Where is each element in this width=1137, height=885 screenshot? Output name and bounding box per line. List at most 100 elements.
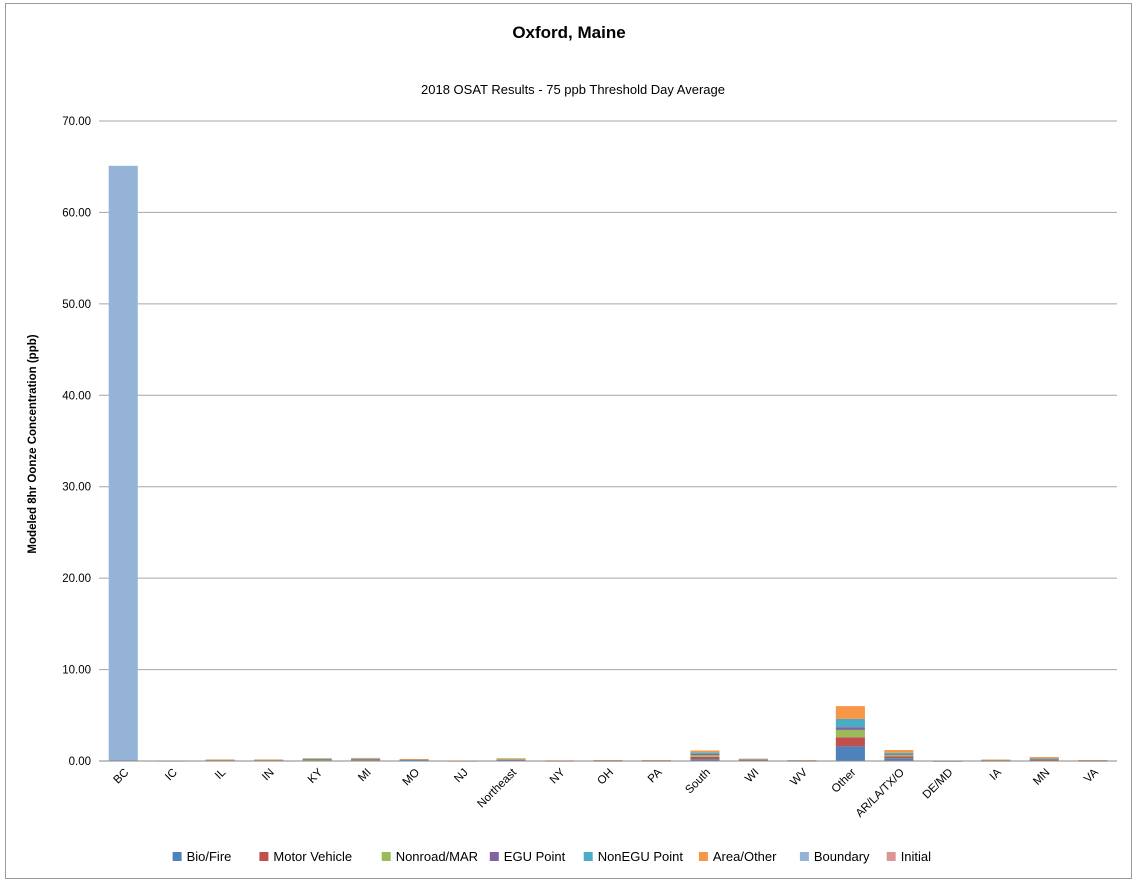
bar-segment [738,759,768,760]
x-tick-label: Other [830,767,859,796]
x-tick-label: IC [163,767,180,784]
bar-segment [108,165,138,762]
bar-segment [1029,758,1059,760]
bar-segment [835,718,865,728]
y-tick-label: 10.00 [62,665,91,677]
x-tick-label: OH [595,767,616,788]
bar-segment [351,757,381,759]
legend: Bio/Fire Motor Vehicle Nonroad/MAR EGU Poin… [172,849,931,864]
x-axis-ticks: BC IC IL IN KY MI MO NJ Northeast NY OH PA South WI WV… [112,766,1102,820]
x-tick-label: IA [988,766,1004,782]
chart-subtitle: 2018 OSAT Results - 75 ppb Threshold Day… [421,82,725,97]
legend-label: Initial [901,849,931,864]
bar-segment [884,754,914,756]
bar-segment [399,759,429,761]
bar-segment [690,759,720,761]
y-tick-label: 30.00 [62,482,91,494]
bar-segment [884,758,914,761]
bars [108,165,1108,762]
legend-label: Motor Vehicle [273,849,352,864]
bar-segment [835,746,865,761]
bar-segment [835,727,865,730]
bar-segment [351,758,381,760]
x-tick-label: MO [401,767,423,789]
bar-segment [835,737,865,747]
bar-segment [593,759,623,761]
bar-segment [884,752,914,755]
legend-label: Bio/Fire [187,849,232,864]
x-tick-label: WI [743,767,761,785]
bar-segment [351,759,381,761]
bar-segment [690,752,720,754]
y-tick-label: 60.00 [62,207,91,219]
bar-segment [1029,757,1059,759]
bar-segment [835,706,865,719]
bar-segment [835,729,865,738]
x-tick-label: MN [1031,767,1052,788]
legend-swatch [489,852,499,861]
bar-segment [496,759,526,761]
x-tick-label: MI [356,767,374,785]
y-axis-ticks: 0.00 10.00 20.00 30.00 40.00 50.00 60.00 70.00 [62,116,91,768]
bar-segment [884,755,914,757]
bar-segment [1078,759,1108,761]
x-tick-label: KY [306,766,326,786]
bar-segment [254,759,284,761]
legend-label: Area/Other [713,849,777,864]
y-tick-label: 50.00 [62,299,91,311]
bar-segment [1029,759,1059,761]
bar-segment [981,759,1011,761]
bar-segment [351,759,381,761]
x-tick-label: Northeast [475,766,519,810]
bar-segment [302,759,332,761]
bar-segment [302,758,332,760]
y-axis-label: Modeled 8hr Oonze Concentration (ppb) [27,334,39,553]
legend-swatch [583,852,593,861]
x-tick-label: WV [788,766,810,788]
y-tick-label: 0.00 [69,756,91,768]
bar-segment [254,759,284,761]
x-tick-label: VA [1082,766,1101,785]
x-tick-label: IL [213,766,229,782]
bar-segment [1029,758,1059,760]
x-tick-label: IN [260,767,277,784]
legend-swatch [886,852,896,861]
bar-segment [981,759,1011,761]
bar-segment [690,750,720,753]
legend-swatch [259,852,269,861]
bar-segment [205,759,235,761]
bar-segment [690,756,720,760]
gridlines [99,120,1117,671]
x-tick-label: PA [646,766,665,785]
bar-segment [496,758,526,760]
legend-label: Nonroad/MAR [396,849,478,864]
chart-title: Oxford, Maine [512,23,625,42]
legend-swatch [381,852,391,861]
y-tick-label: 20.00 [62,573,91,585]
bar-segment [205,759,235,761]
bar-segment [399,758,429,760]
chart-frame: Oxford, Maine 2018 OSAT Results - 75 ppb… [5,3,1132,879]
x-tick-label: DE/MD [921,767,956,802]
bar-segment [690,755,720,757]
chart-svg: Oxford, Maine 2018 OSAT Results - 75 ppb… [27,23,1117,864]
bar-segment [884,750,914,753]
legend-label: Boundary [814,849,870,864]
x-tick-label: NJ [452,767,470,785]
legend-label: NonEGU Point [598,849,684,864]
legend-swatch [698,852,708,861]
legend-swatch [799,852,809,861]
y-tick-label: 70.00 [62,116,91,128]
x-tick-label: AR/LA/TX/O [854,767,907,820]
bar-segment [884,756,914,759]
bar-segment [302,758,332,759]
x-tick-label: BC [112,767,132,787]
bar-segment [738,758,768,760]
bar-segment [641,760,672,761]
legend-swatch [172,852,182,861]
bar-segment [690,753,720,756]
x-tick-label: South [683,767,713,797]
y-tick-label: 40.00 [62,390,91,402]
legend-label: EGU Point [504,849,566,864]
x-tick-label: NY [548,766,568,786]
